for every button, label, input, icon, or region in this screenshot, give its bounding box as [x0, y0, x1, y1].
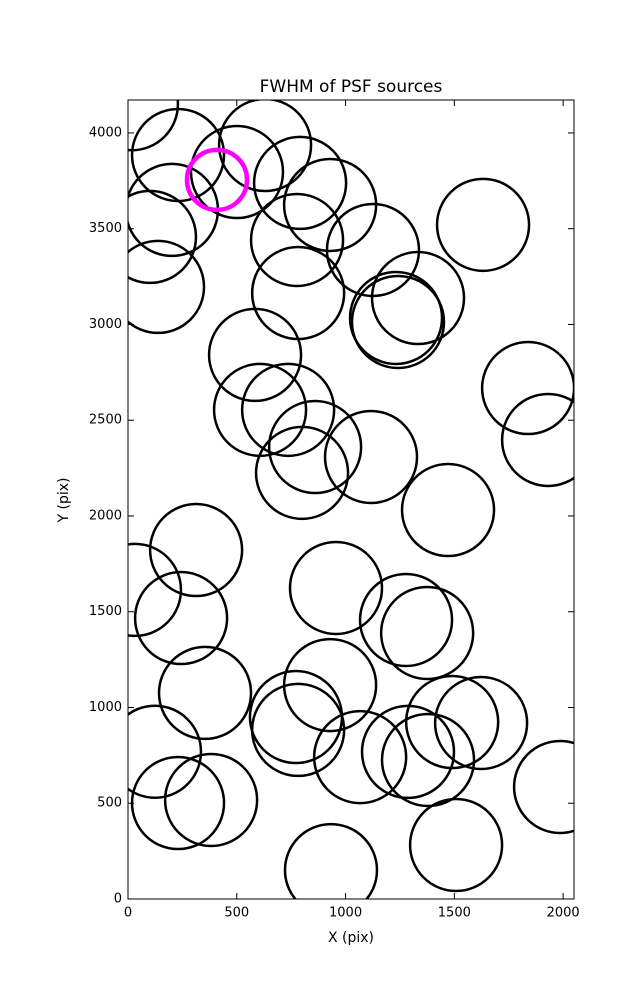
psf-circle	[189, 124, 285, 220]
psf-circle	[252, 135, 348, 231]
psf-circle	[350, 274, 446, 370]
plot-frame	[127, 99, 575, 900]
x-axis-label: X (pix)	[328, 930, 374, 946]
psf-circle	[323, 409, 419, 505]
psf-circle	[370, 250, 466, 346]
psf-circle	[128, 542, 183, 638]
psf-circle	[267, 399, 363, 495]
psf-circle	[480, 340, 574, 436]
x-tick-label: 0	[124, 906, 132, 921]
psf-circle	[348, 270, 444, 366]
psf-circle	[130, 107, 226, 203]
psf-circle	[148, 502, 244, 598]
psf-circle	[128, 704, 203, 799]
psf-circle	[240, 362, 336, 458]
y-tick-label: 2500	[89, 413, 122, 428]
chart-title: FWHM of PSF sources	[260, 77, 443, 97]
psf-circle	[512, 739, 574, 835]
psf-circle	[207, 307, 303, 403]
psf-circle	[249, 192, 345, 288]
x-tick-label: 2000	[547, 906, 580, 921]
y-tick-label: 0	[114, 892, 122, 907]
plot-area	[128, 100, 574, 899]
y-tick-label: 500	[97, 796, 122, 811]
psf-circle	[358, 572, 454, 668]
psf-circle	[250, 245, 346, 341]
y-tick-label: 1500	[89, 604, 122, 619]
psf-circle	[250, 682, 346, 778]
psf-circle	[254, 425, 350, 521]
psf-circle	[163, 752, 259, 848]
psf-circle	[312, 709, 408, 805]
y-tick-label: 4000	[89, 125, 122, 140]
y-tick-label: 3000	[89, 317, 122, 332]
psf-circle	[128, 239, 206, 335]
psf-circle	[500, 392, 574, 488]
psf-circle	[212, 362, 308, 458]
y-tick-label: 1000	[89, 700, 122, 715]
psf-circle	[404, 674, 500, 770]
x-tick-label: 500	[224, 906, 249, 921]
x-tick-label: 1000	[329, 906, 362, 921]
psf-circle	[283, 822, 379, 899]
psf-circle	[379, 585, 475, 681]
psf-circle	[380, 712, 476, 808]
psf-circle	[133, 570, 229, 666]
psf-circle	[130, 755, 226, 851]
y-axis-label: Y (pix)	[56, 478, 72, 524]
psf-circle	[288, 540, 384, 636]
psf-circle	[435, 177, 531, 273]
psf-circle	[408, 797, 504, 893]
psf-circle	[157, 645, 253, 741]
y-tick-label: 2000	[89, 508, 122, 523]
psf-circle	[184, 147, 250, 213]
psf-circle	[433, 675, 529, 771]
y-tick-label: 3500	[89, 221, 122, 236]
psf-circle	[217, 100, 313, 193]
psf-circle	[128, 189, 198, 285]
x-tick-label: 1500	[438, 906, 471, 921]
psf-circle	[400, 462, 496, 558]
